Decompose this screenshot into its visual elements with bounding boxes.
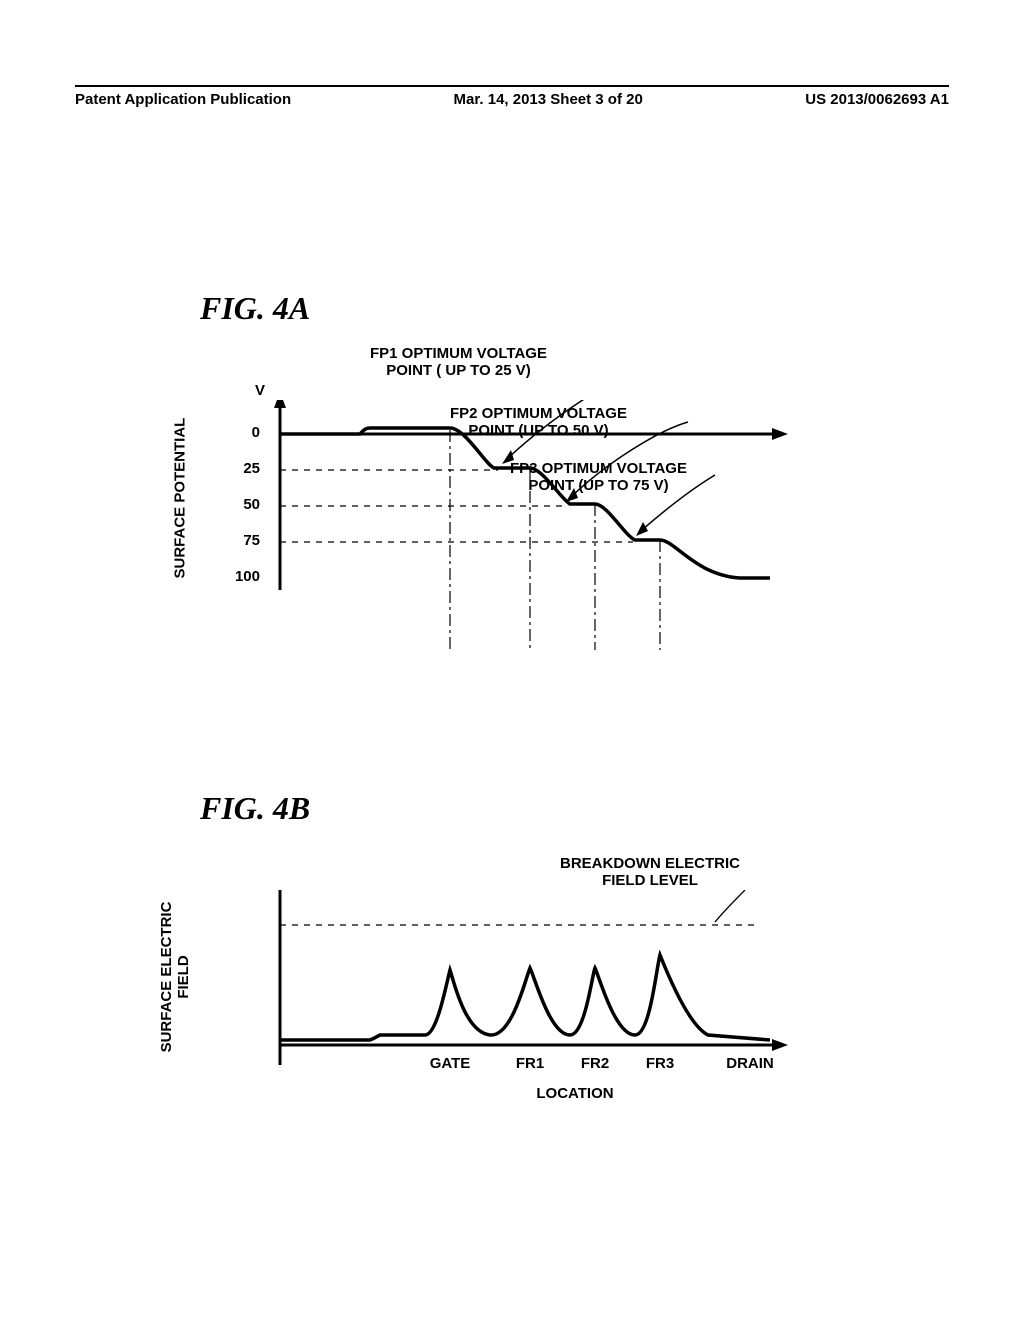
- fig-4a-y-label: SURFACE POTENTIAL: [172, 419, 189, 579]
- fig-4a-tick-25: 25: [220, 460, 260, 477]
- fig-4b-y-label: SURFACE ELECTRIC FIELD: [158, 897, 192, 1057]
- x-axis-label: LOCATION: [525, 1085, 625, 1102]
- page-header: Patent Application Publication Mar. 14, …: [75, 85, 949, 108]
- fig-4a-tick-50: 50: [220, 496, 260, 513]
- breakdown-annotation: BREAKDOWN ELECTRIC FIELD LEVEL: [560, 855, 740, 889]
- x-tick-fr3: FR3: [640, 1055, 680, 1072]
- fig-4a-label: FIG. 4A: [200, 290, 310, 327]
- x-tick-fr1: FR1: [510, 1055, 550, 1072]
- fig-4a-tick-100: 100: [220, 568, 260, 585]
- header-center: Mar. 14, 2013 Sheet 3 of 20: [454, 91, 643, 108]
- fp1-annotation: FP1 OPTIMUM VOLTAGE POINT ( UP TO 25 V): [370, 345, 547, 379]
- x-tick-fr2: FR2: [575, 1055, 615, 1072]
- header-left: Patent Application Publication: [75, 91, 291, 108]
- x-tick-drain: DRAIN: [720, 1055, 780, 1072]
- fig-4a-y-unit: V: [250, 382, 270, 399]
- fig-4a-tick-75: 75: [220, 532, 260, 549]
- header-right: US 2013/0062693 A1: [805, 91, 949, 108]
- fp2-annotation: FP2 OPTIMUM VOLTAGE POINT (UP TO 50 V): [450, 405, 627, 439]
- fig-4b-label: FIG. 4B: [200, 790, 310, 827]
- fp3-annotation: FP3 OPTIMUM VOLTAGE POINT (UP TO 75 V): [510, 460, 687, 494]
- fig-4a-tick-0: 0: [220, 424, 260, 441]
- x-tick-gate: GATE: [420, 1055, 480, 1072]
